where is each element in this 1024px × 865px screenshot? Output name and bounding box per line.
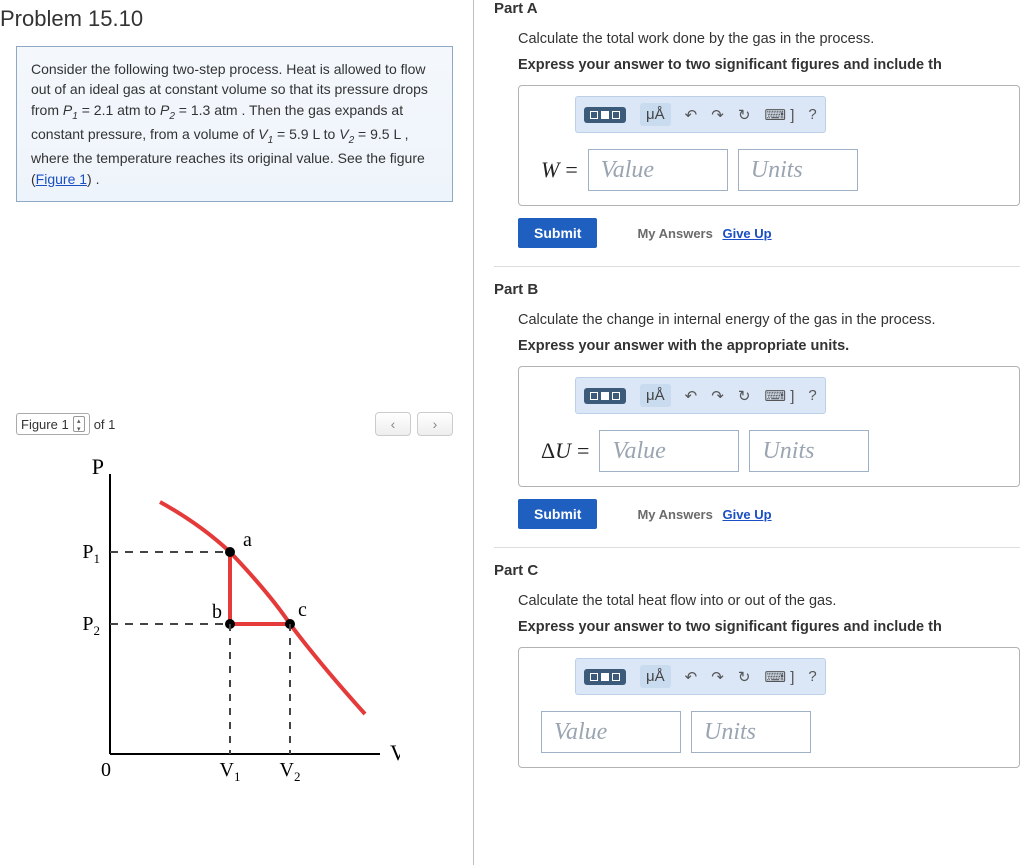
svg-text:a: a bbox=[243, 529, 252, 551]
undo-icon[interactable]: ↶ bbox=[685, 668, 698, 686]
part-c-toolbar: μÅ ↶ ↷ ↻ ⌨ ] ? bbox=[575, 658, 826, 695]
separator bbox=[494, 266, 1020, 267]
part-a-submit-button[interactable]: Submit bbox=[518, 218, 597, 248]
problem-statement: Consider the following two-step process.… bbox=[16, 46, 453, 202]
help-icon[interactable]: ? bbox=[808, 668, 816, 685]
help-icon[interactable]: ? bbox=[808, 387, 816, 404]
part-a-variable: W = bbox=[541, 157, 578, 183]
figure-diagram: P V P1 P2 V1 V2 0 a b c bbox=[60, 454, 461, 797]
p1-var: P1 bbox=[63, 102, 78, 118]
part-b-my-answers-link[interactable]: My Answers bbox=[637, 507, 712, 522]
part-a-answer-box: μÅ ↶ ↷ ↻ ⌨ ] ? W = Value Units bbox=[518, 85, 1020, 206]
figure-of-text: of 1 bbox=[94, 417, 116, 432]
figure-next-button[interactable]: › bbox=[417, 412, 453, 436]
figure-link[interactable]: Figure 1 bbox=[36, 171, 87, 187]
part-c-units-input[interactable]: Units bbox=[691, 711, 811, 753]
svg-text:V1: V1 bbox=[220, 759, 241, 784]
svg-text:0: 0 bbox=[101, 759, 111, 781]
part-b-prompt: Calculate the change in internal energy … bbox=[518, 312, 1020, 328]
svg-text:P1: P1 bbox=[82, 541, 100, 566]
part-b-value-input[interactable]: Value bbox=[599, 430, 739, 472]
keyboard-icon[interactable]: ⌨ ] bbox=[764, 668, 794, 686]
part-a-subprompt: Express your answer to two significant f… bbox=[518, 57, 1020, 73]
separator bbox=[494, 547, 1020, 548]
p2-var: P2 bbox=[160, 102, 175, 118]
part-a-value-input[interactable]: Value bbox=[588, 149, 728, 191]
part-b-give-up-link[interactable]: Give Up bbox=[722, 507, 771, 522]
part-b-toolbar: μÅ ↶ ↷ ↻ ⌨ ] ? bbox=[575, 377, 826, 414]
part-c-subprompt: Express your answer to two significant f… bbox=[518, 619, 1020, 635]
part-b-units-input[interactable]: Units bbox=[749, 430, 869, 472]
svg-text:V: V bbox=[390, 740, 400, 765]
part-b-variable: ΔU = bbox=[541, 438, 589, 464]
redo-icon[interactable]: ↷ bbox=[711, 387, 724, 405]
v1-var: V1 bbox=[258, 126, 273, 142]
help-icon[interactable]: ? bbox=[808, 106, 816, 123]
svg-text:V2: V2 bbox=[280, 759, 301, 784]
part-b-answer-box: μÅ ↶ ↷ ↻ ⌨ ] ? ΔU = Value Units bbox=[518, 366, 1020, 487]
figure-prev-button[interactable]: ‹ bbox=[375, 412, 411, 436]
figure-nav: Figure 1 ▴ ▾ of 1 ‹ › bbox=[16, 412, 453, 436]
undo-icon[interactable]: ↶ bbox=[685, 387, 698, 405]
templates-icon[interactable] bbox=[584, 388, 626, 404]
keyboard-icon[interactable]: ⌨ ] bbox=[764, 387, 794, 405]
part-a-toolbar: μÅ ↶ ↷ ↻ ⌨ ] ? bbox=[575, 96, 826, 133]
part-b-submit-button[interactable]: Submit bbox=[518, 499, 597, 529]
part-c-title: Part C bbox=[494, 562, 1020, 579]
templates-icon[interactable] bbox=[584, 107, 626, 123]
redo-icon[interactable]: ↷ bbox=[711, 106, 724, 124]
redo-icon[interactable]: ↷ bbox=[711, 668, 724, 686]
part-a-my-answers-link[interactable]: My Answers bbox=[637, 226, 712, 241]
templates-icon[interactable] bbox=[584, 669, 626, 685]
svg-text:P: P bbox=[92, 454, 104, 479]
part-c-answer-box: μÅ ↶ ↷ ↻ ⌨ ] ? Value Units bbox=[518, 647, 1020, 768]
answer-panel: Part A Calculate the total work done by … bbox=[474, 0, 1024, 865]
part-a-title: Part A bbox=[494, 0, 1020, 17]
part-b-title: Part B bbox=[494, 281, 1020, 298]
units-icon[interactable]: μÅ bbox=[640, 665, 671, 688]
svg-text:b: b bbox=[212, 601, 222, 623]
v2-var: V2 bbox=[339, 126, 354, 142]
problem-title: Problem 15.10 bbox=[0, 6, 461, 32]
keyboard-icon[interactable]: ⌨ ] bbox=[764, 106, 794, 124]
units-icon[interactable]: μÅ bbox=[640, 103, 671, 126]
part-a-give-up-link[interactable]: Give Up bbox=[722, 226, 771, 241]
undo-icon[interactable]: ↶ bbox=[685, 106, 698, 124]
reset-icon[interactable]: ↻ bbox=[738, 668, 751, 686]
units-icon[interactable]: μÅ bbox=[640, 384, 671, 407]
svg-text:c: c bbox=[298, 599, 307, 621]
part-b-subprompt: Express your answer with the appropriate… bbox=[518, 338, 1020, 354]
problem-panel: Problem 15.10 Consider the following two… bbox=[0, 0, 474, 865]
figure-stepper-icon[interactable]: ▴ ▾ bbox=[73, 416, 85, 432]
reset-icon[interactable]: ↻ bbox=[738, 106, 751, 124]
figure-select-label: Figure 1 bbox=[21, 417, 69, 432]
part-a-prompt: Calculate the total work done by the gas… bbox=[518, 31, 1020, 47]
part-a-units-input[interactable]: Units bbox=[738, 149, 858, 191]
figure-select[interactable]: Figure 1 ▴ ▾ bbox=[16, 413, 90, 435]
svg-text:P2: P2 bbox=[82, 613, 100, 638]
part-c-prompt: Calculate the total heat flow into or ou… bbox=[518, 593, 1020, 609]
part-c-value-input[interactable]: Value bbox=[541, 711, 681, 753]
reset-icon[interactable]: ↻ bbox=[738, 387, 751, 405]
